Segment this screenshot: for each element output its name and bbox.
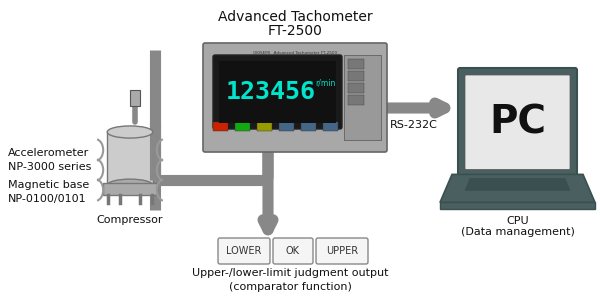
Text: Magnetic base
NP-0100/0101: Magnetic base NP-0100/0101: [8, 180, 89, 204]
Text: Advanced Tachometer: Advanced Tachometer: [218, 10, 373, 24]
Text: Upper-/lower-limit judgment output
(comparator function): Upper-/lower-limit judgment output (comp…: [192, 268, 388, 292]
Bar: [219, 61, 336, 123]
Text: OK: OK: [286, 246, 300, 256]
Text: r/min: r/min: [315, 78, 335, 87]
FancyBboxPatch shape: [273, 238, 313, 264]
FancyBboxPatch shape: [218, 238, 270, 264]
Text: FT-2500: FT-2500: [268, 24, 322, 38]
Bar: [301, 122, 316, 131]
Bar: [235, 122, 250, 131]
FancyBboxPatch shape: [458, 68, 577, 176]
Bar: [279, 122, 294, 131]
Polygon shape: [465, 178, 570, 190]
Text: 123456: 123456: [226, 80, 316, 104]
Ellipse shape: [107, 179, 153, 191]
Bar: [348, 71, 364, 81]
Bar: [257, 122, 272, 131]
Bar: [103, 183, 157, 195]
Text: RS-232C: RS-232C: [389, 120, 437, 130]
Text: Accelerometer
NP-3000 series: Accelerometer NP-3000 series: [8, 148, 91, 172]
FancyBboxPatch shape: [465, 75, 570, 169]
Text: Compressor: Compressor: [97, 215, 163, 225]
Bar: [130, 90, 140, 106]
Bar: [348, 59, 364, 69]
Bar: [323, 122, 338, 131]
FancyBboxPatch shape: [203, 43, 387, 152]
Bar: [348, 95, 364, 105]
Bar: [348, 83, 364, 93]
Bar: [440, 202, 595, 209]
Bar: [107, 132, 153, 185]
Text: OKISEMI   Advanced Tachometer FT-2500: OKISEMI Advanced Tachometer FT-2500: [253, 51, 337, 55]
FancyBboxPatch shape: [316, 238, 368, 264]
Bar: [344, 55, 381, 140]
Polygon shape: [440, 174, 595, 202]
Text: UPPER: UPPER: [326, 246, 358, 256]
Bar: [213, 122, 228, 131]
Text: CPU: CPU: [506, 216, 529, 226]
FancyBboxPatch shape: [213, 55, 342, 129]
Text: PC: PC: [489, 103, 546, 141]
Text: LOWER: LOWER: [226, 246, 262, 256]
Text: (Data management): (Data management): [461, 227, 574, 237]
Ellipse shape: [107, 126, 153, 138]
